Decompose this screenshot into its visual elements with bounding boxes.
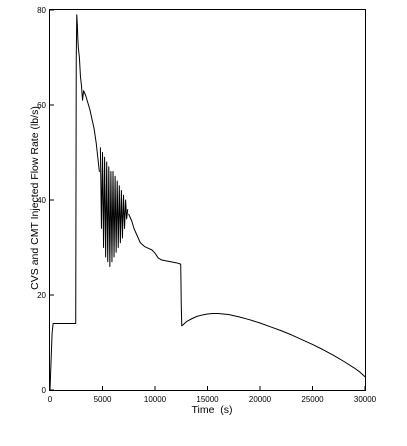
x-tick-label: 20000 [249, 395, 272, 404]
x-tick-label: 15000 [196, 395, 219, 404]
series-line-1 [49, 14, 100, 391]
y-tick-label: 0 [42, 386, 47, 395]
x-axis: 0 5000 10000 15000 20000 25000 30000 [48, 386, 377, 404]
y-axis-label: CVS and CMT Injected Flow Rate (lb/s) [29, 106, 41, 290]
x-axis-label: Time (s) [191, 404, 232, 416]
plot-frame [49, 9, 366, 391]
y-tick-label: 20 [37, 291, 46, 300]
series-line-2 [99, 147, 129, 267]
y-axis: 0 20 40 60 80 [37, 6, 54, 395]
x-tick-label: 0 [48, 395, 53, 404]
series-line-3 [128, 213, 366, 378]
x-tick-label: 5000 [94, 395, 112, 404]
x-tick-label: 30000 [354, 395, 377, 404]
y-tick-label: 60 [37, 101, 46, 110]
x-tick-label: 10000 [144, 395, 167, 404]
series-group [49, 14, 366, 391]
x-tick-label: 25000 [301, 395, 324, 404]
y-tick-label: 40 [37, 196, 46, 205]
y-tick-label: 80 [37, 6, 46, 15]
